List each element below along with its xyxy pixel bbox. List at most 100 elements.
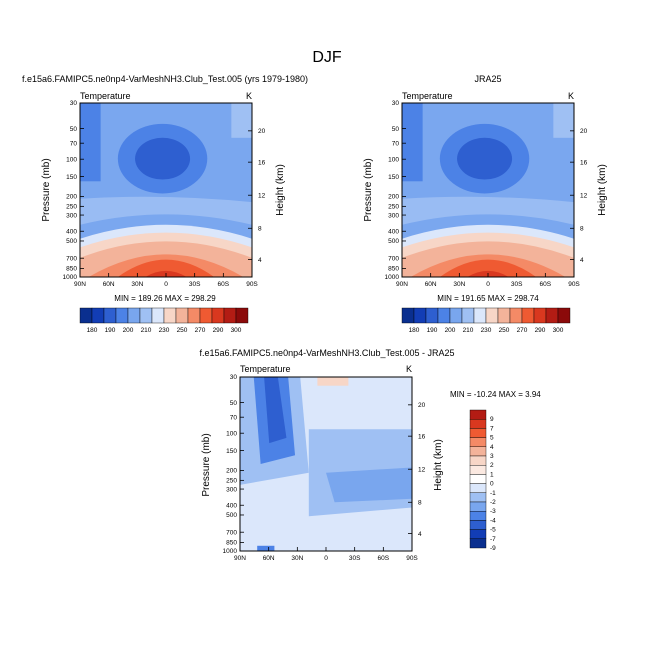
y-tick-label: 50 [70,126,78,133]
colorbar-label: 190 [105,327,116,334]
colorbar-swatch [469,529,487,539]
height-tick-label: 20 [580,128,588,135]
y-tick-label: 700 [388,255,399,262]
x-tick-label: 90N [396,281,408,288]
panel-diff-ylabel: Pressure (mb) [201,433,212,496]
colorbar-label: 2 [490,462,494,469]
colorbar-swatch [79,307,93,324]
colorbar-swatch [469,409,487,420]
colorbar-swatch [199,307,213,324]
temp-band-290 [439,259,537,277]
colorbar-label: -9 [490,545,496,552]
height-tick-label: 16 [418,433,426,440]
y-tick-label: 50 [392,126,400,133]
x-tick-label: 60S [218,281,230,288]
x-tick-label: 60S [378,555,390,562]
colorbar-swatch [437,307,451,324]
colorbar-label: 7 [490,425,494,432]
colorbar-swatch [497,307,511,324]
colorbar-swatch [469,437,487,448]
x-tick-label: 30S [349,555,361,562]
y-tick-label: 70 [230,414,238,421]
colorbar-swatch [469,419,487,429]
y-tick-label: 400 [66,228,77,235]
x-tick-label: 90S [406,555,418,562]
height-tick-label: 8 [418,499,422,506]
panel-model-right-label: K [246,91,252,101]
y-tick-label: 200 [388,194,399,201]
x-tick-label: 0 [324,555,328,562]
panel-obs-colorbar: 180 190 200 210 230 250 270 290 300 [401,307,571,334]
colorbar-swatch [533,307,547,324]
colorbar-swatch [469,474,487,484]
height-tick-label: 4 [418,531,422,538]
panel-model-minmax: MIN = 189.26 MAX = 298.29 [114,294,216,303]
y-tick-label: 1000 [385,274,400,281]
y-tick-label: 850 [66,266,77,273]
colorbar-label: -2 [490,499,496,506]
colorbar-label: 4 [490,444,494,451]
y-tick-label: 700 [66,255,77,262]
y-tick-label: 250 [226,478,237,485]
panel-obs-plot: 90N 60N 30N 0 30S 60S 90S 30 50 70 100 150 200 250300… [385,100,588,288]
y-tick-label: 700 [226,529,237,536]
colorbar-swatch [425,307,439,324]
y-tick-label: 100 [388,156,399,163]
x-tick-label: 30S [189,281,201,288]
height-tick-label: 4 [258,257,262,264]
height-tick-label: 16 [580,159,588,166]
temp-cold-inner [135,137,191,180]
colorbar-swatch [469,511,487,521]
panel-diff-colorbar: 9 7 5 4 3 2 1 0 -1 -2 -3 -4 -5 -7 -9 [469,409,496,552]
x-tick-label: 60N [425,281,437,288]
y-tick-label: 850 [226,540,237,547]
figure-title: DJF [312,49,342,66]
x-tick-label: 90N [74,281,86,288]
x-tick-label: 30N [131,281,143,288]
colorbar-label: -1 [490,490,496,497]
colorbar-label: 300 [231,327,242,334]
y-tick-label: 250 [66,204,77,211]
colorbar-swatch [139,307,153,324]
colorbar-swatch [235,307,249,324]
height-tick-label: 20 [418,402,426,409]
panel-obs-left-label: Temperature [402,91,453,101]
panel-model-title: f.e15a6.FAMIPC5.ne0np4-VarMeshNH3.Club_T… [22,74,308,84]
colorbar-label: -4 [490,517,496,524]
panel-obs-right-label: K [568,91,574,101]
temp-band-290 [117,259,215,277]
x-tick-label: 60N [103,281,115,288]
colorbar-swatch [545,307,559,324]
diff-neg-surface [257,545,275,551]
colorbar-swatch [469,428,487,438]
y-tick-label: 300 [66,212,77,219]
colorbar-swatch [469,455,487,466]
colorbar-swatch [449,307,463,324]
x-tick-label: 0 [164,281,168,288]
y-tick-label: 500 [388,238,399,245]
panel-model-colorbar: 180 190 200 210 230 250 270 290 300 [79,307,249,334]
x-tick-label: 0 [486,281,490,288]
colorbar-label: 230 [481,327,492,334]
y-tick-label: 30 [392,100,400,107]
colorbar-swatch [187,307,201,324]
colorbar-label: -7 [490,536,496,543]
colorbar-label: 180 [87,327,98,334]
x-tick-label: 90S [568,281,580,288]
y-tick-label: 850 [388,266,399,273]
polar-warm-strat [231,103,252,138]
x-tick-label: 30N [291,555,303,562]
y-tick-label: 150 [66,174,77,181]
colorbar-label: 200 [445,327,456,334]
y-tick-label: 100 [226,430,237,437]
colorbar-swatch [469,446,487,457]
colorbar-swatch [469,465,487,475]
panel-diff-right-label: K [406,364,412,374]
colorbar-label: 0 [490,481,494,488]
colorbar-label: 200 [123,327,134,334]
colorbar-label: 9 [490,416,494,423]
colorbar-label: 180 [409,327,420,334]
panel-obs: JRA25 Temperature K 90N 60N 30N 0 30S 60S 90S 3… [363,74,608,334]
colorbar-label: -5 [490,527,496,534]
